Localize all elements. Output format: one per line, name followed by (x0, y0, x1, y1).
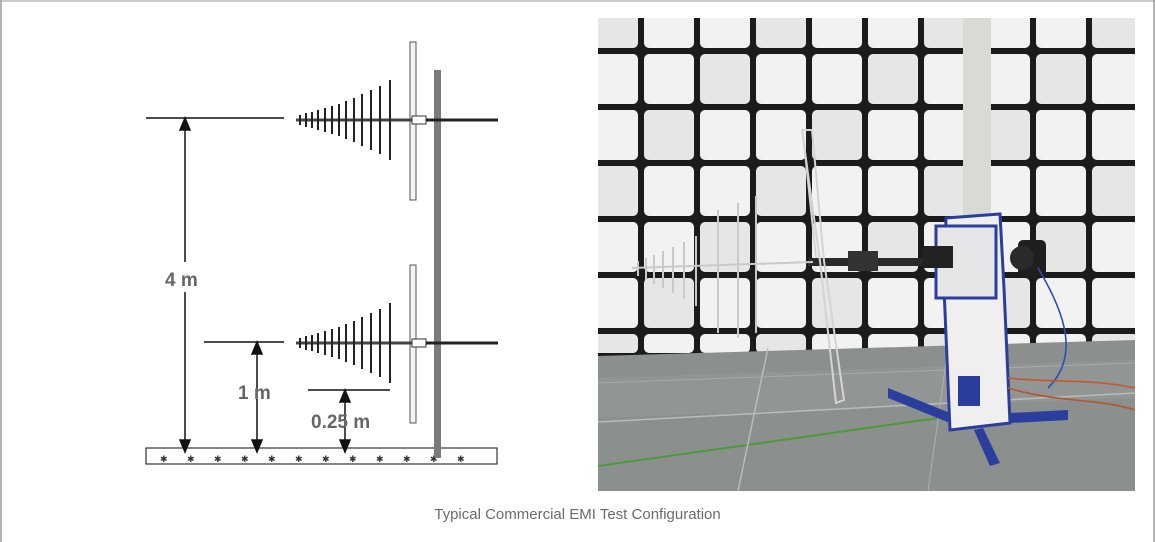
figure-caption: Typical Commercial EMI Test Configuratio… (434, 506, 721, 523)
upper-antenna (296, 41, 498, 201)
svg-text:✱: ✱ (241, 455, 249, 465)
lower-antenna (296, 264, 498, 424)
absorber-tile (1092, 54, 1135, 104)
absorber-tile (812, 166, 862, 216)
absorber-tile (598, 54, 638, 104)
absorber-tile (644, 166, 694, 216)
absorber-tile (644, 222, 694, 272)
absorber-tile (598, 334, 638, 353)
antenna-mast (434, 70, 441, 458)
absorber-tile (598, 278, 638, 328)
absorber-tile (756, 278, 806, 328)
absorber-tile (812, 18, 862, 48)
absorber-tile (868, 110, 918, 160)
absorber-tile (980, 54, 1030, 104)
absorber-tile (756, 18, 806, 48)
absorber-tile (644, 18, 694, 48)
biconical-element (800, 129, 846, 405)
absorber-tile (700, 278, 750, 328)
absorber-tile (868, 166, 918, 216)
absorber-tile (812, 110, 862, 160)
absorber-tile (644, 110, 694, 160)
svg-text:✱: ✱ (187, 455, 195, 465)
absorber-tile (812, 54, 862, 104)
absorber-tile (1092, 110, 1135, 160)
svg-text:✱: ✱ (403, 455, 411, 465)
absorber-tile (1036, 54, 1086, 104)
absorber-tile (924, 54, 974, 104)
absorber-tile (598, 110, 638, 160)
svg-text:✱: ✱ (349, 455, 357, 465)
label-1m: 1 m (238, 383, 271, 404)
absorber-tile (1036, 222, 1086, 272)
positioner-column (963, 18, 991, 218)
absorber-tile (700, 18, 750, 48)
absorber-tile (868, 278, 918, 328)
svg-text:✱: ✱ (322, 455, 330, 465)
absorber-tile (644, 54, 694, 104)
absorber-tile (700, 110, 750, 160)
absorber-tile (980, 18, 1030, 48)
absorber-tile (868, 18, 918, 48)
absorber-tile (924, 110, 974, 160)
absorber-tile (1036, 110, 1086, 160)
log-periodic-antenna (631, 196, 814, 338)
absorber-tile (924, 166, 974, 216)
absorber-tile (1092, 18, 1135, 48)
absorber-tile (1036, 278, 1086, 328)
svg-text:✱: ✱ (430, 455, 438, 465)
svg-text:✱: ✱ (376, 455, 384, 465)
label-025m: 0.25 m (311, 412, 370, 433)
svg-text:✱: ✱ (268, 455, 276, 465)
absorber-tile (1092, 222, 1135, 272)
absorber-tile (644, 278, 694, 328)
absorber-tile (598, 166, 638, 216)
absorber-tile (756, 222, 806, 272)
svg-text:✱: ✱ (214, 455, 222, 465)
absorber-tile (700, 54, 750, 104)
absorber-tile (1036, 18, 1086, 48)
antenna-height-diagram: ✱ ✱ ✱ ✱ ✱ ✱ ✱ ✱ ✱ ✱ ✱ ✱ (145, 41, 498, 465)
absorber-tile (980, 110, 1030, 160)
absorber-tile (756, 54, 806, 104)
label-4m: 4 m (165, 270, 198, 291)
absorber-tile (756, 166, 806, 216)
svg-text:✱: ✱ (457, 455, 465, 465)
absorber-tile (1036, 166, 1086, 216)
absorber-tile (598, 18, 638, 48)
absorber-tile (644, 334, 694, 353)
emi-chamber-photo (598, 18, 1135, 491)
absorber-tile (700, 166, 750, 216)
absorber-tile (924, 18, 974, 48)
svg-text:✱: ✱ (295, 455, 303, 465)
absorber-tile (980, 166, 1030, 216)
absorber-tile (756, 110, 806, 160)
absorber-tile (868, 54, 918, 104)
svg-text:✱: ✱ (160, 455, 168, 465)
ground-plane: ✱ ✱ ✱ ✱ ✱ ✱ ✱ ✱ ✱ ✱ ✱ ✱ (145, 447, 498, 465)
absorber-tile (812, 334, 862, 353)
absorber-tile (812, 278, 862, 328)
absorber-tile (700, 334, 750, 353)
absorber-tile (1092, 278, 1135, 328)
absorber-tile (1092, 166, 1135, 216)
absorber-tile (598, 222, 638, 272)
